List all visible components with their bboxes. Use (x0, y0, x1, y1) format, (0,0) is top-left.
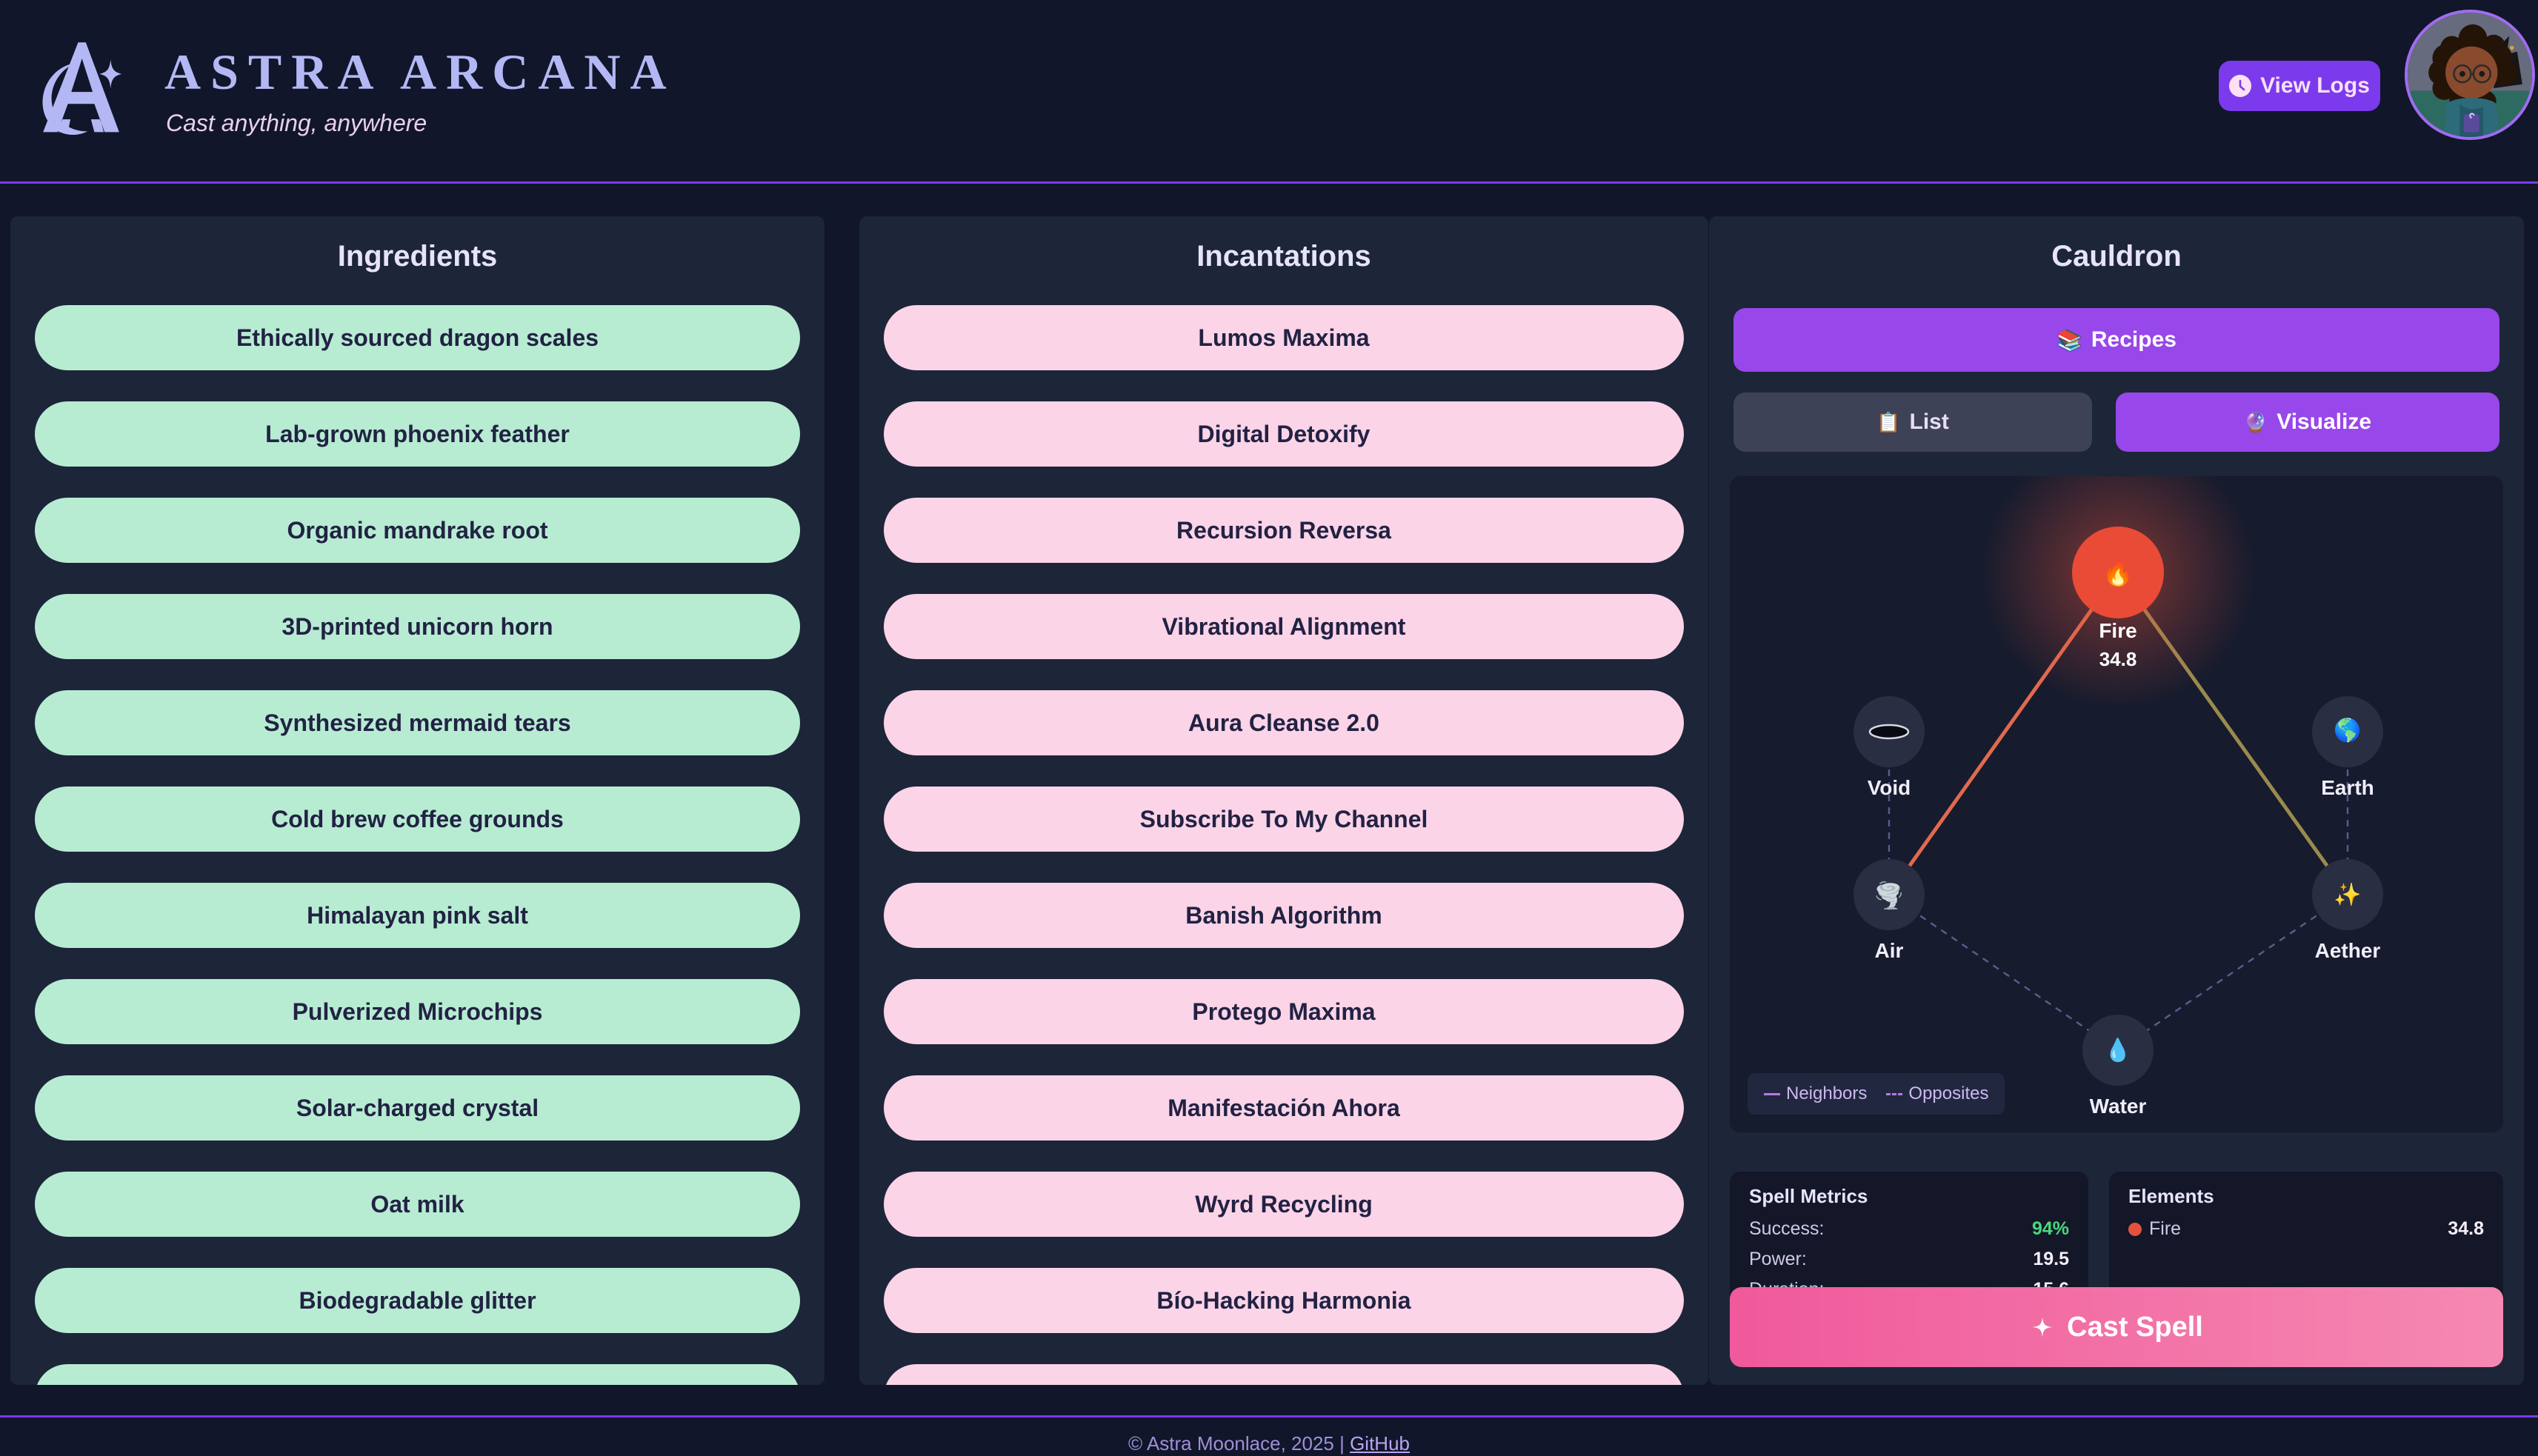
svg-text:Void: Void (1868, 776, 1911, 799)
svg-text:🌪️: 🌪️ (1873, 881, 1905, 911)
svg-text:Aether: Aether (2315, 939, 2381, 962)
svg-text:Fire: Fire (2099, 619, 2136, 642)
svg-text:✨: ✨ (2334, 882, 2361, 907)
svg-text:Water: Water (2090, 1095, 2147, 1118)
svg-text:🌎: 🌎 (2334, 717, 2361, 743)
svg-text:💧: 💧 (2104, 1037, 2131, 1063)
svg-text:🔥: 🔥 (2102, 558, 2134, 587)
svg-text:34.8: 34.8 (2099, 648, 2137, 670)
svg-text:Air: Air (1875, 939, 1904, 962)
svg-text:Earth: Earth (2321, 776, 2374, 799)
